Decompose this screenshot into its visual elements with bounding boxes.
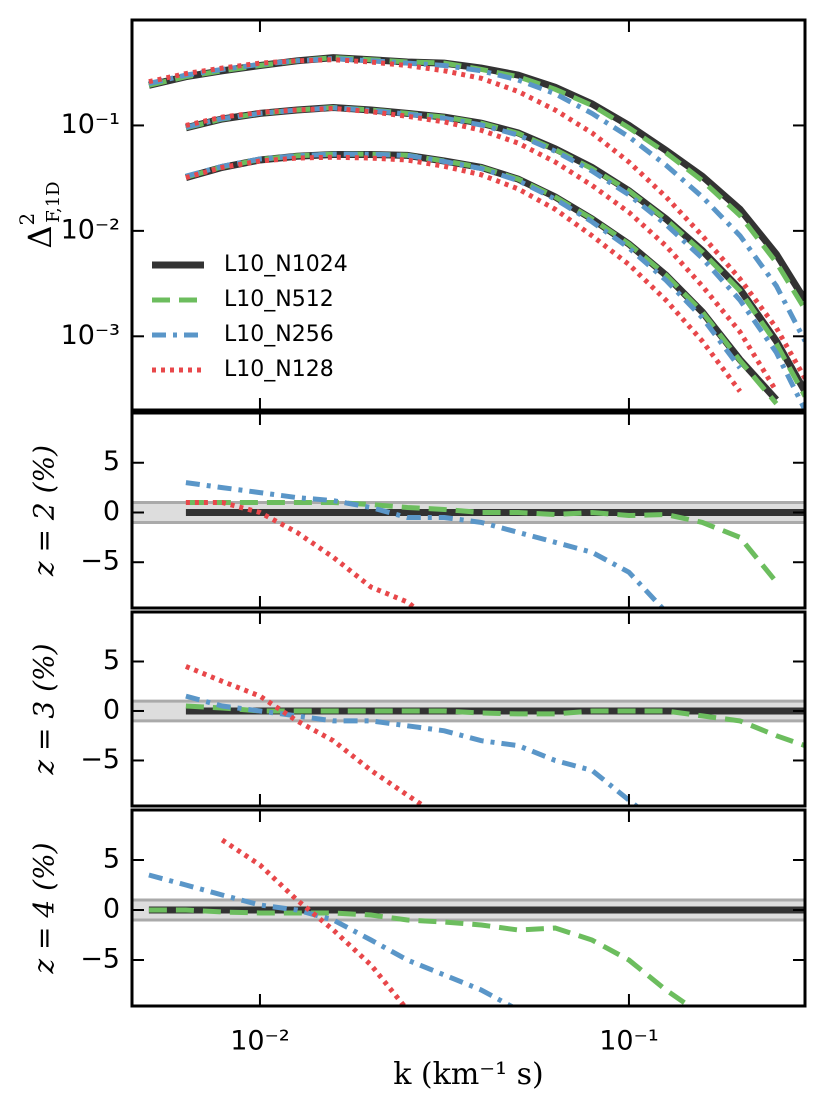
plot-area [132, 480, 805, 608]
frame [130, 411, 807, 610]
y-tick-label: 10⁻¹ [61, 109, 120, 140]
y-tick-label: −5 [80, 546, 120, 577]
legend-label: L10_N1024 [224, 252, 348, 277]
legend-label: L10_N256 [224, 322, 334, 347]
frame [130, 18, 807, 412]
series-line [185, 480, 666, 608]
series-line [185, 500, 779, 584]
y-tick-label: −5 [80, 944, 120, 975]
series-line [185, 151, 743, 370]
series-line [185, 105, 805, 410]
series-line [185, 703, 805, 748]
plot-area [132, 837, 805, 1006]
series-line [148, 55, 805, 311]
y-label-base: Δ [21, 225, 59, 248]
x-tick-label: 10⁻¹ [599, 1026, 658, 1057]
y-tick-label: 5 [103, 446, 120, 477]
y-tick-label: 0 [103, 894, 120, 925]
y-tick-label: 10⁻² [61, 214, 120, 245]
series-line [185, 154, 743, 393]
series-line [148, 872, 517, 1006]
y-label-sup: 2 [15, 213, 39, 226]
y-tick-label: −5 [80, 744, 120, 775]
y-label-sub: F,1D [43, 181, 64, 222]
series-line [148, 907, 694, 1006]
x-tick-label: 10⁻² [230, 1026, 289, 1057]
series-line [185, 105, 779, 393]
plot-area [148, 54, 805, 410]
y-axis-label: z = 3 (%) [28, 643, 61, 775]
series-line [148, 57, 805, 380]
y-axis-label: z = 4 (%) [28, 842, 61, 974]
frame [130, 808, 807, 1008]
y-tick-label: 10⁻³ [61, 320, 120, 351]
series-line [220, 837, 408, 1006]
plot-area [132, 664, 805, 806]
y-tick-label: 5 [103, 645, 120, 676]
series-line [184, 664, 429, 806]
legend-label: L10_N128 [224, 357, 334, 382]
series-line [185, 103, 805, 394]
y-axis-label: Δ2 F,1D [15, 181, 65, 248]
legend-label: L10_N512 [224, 287, 334, 312]
y-tick-label: 0 [103, 496, 120, 527]
y-tick-label: 0 [103, 694, 120, 725]
x-axis-label: k (km⁻¹ s) [393, 1057, 544, 1092]
y-tick-label: 5 [103, 844, 120, 875]
y-axis-label: z = 2 (%) [28, 445, 61, 577]
frame [130, 610, 807, 808]
series-line [185, 693, 641, 806]
